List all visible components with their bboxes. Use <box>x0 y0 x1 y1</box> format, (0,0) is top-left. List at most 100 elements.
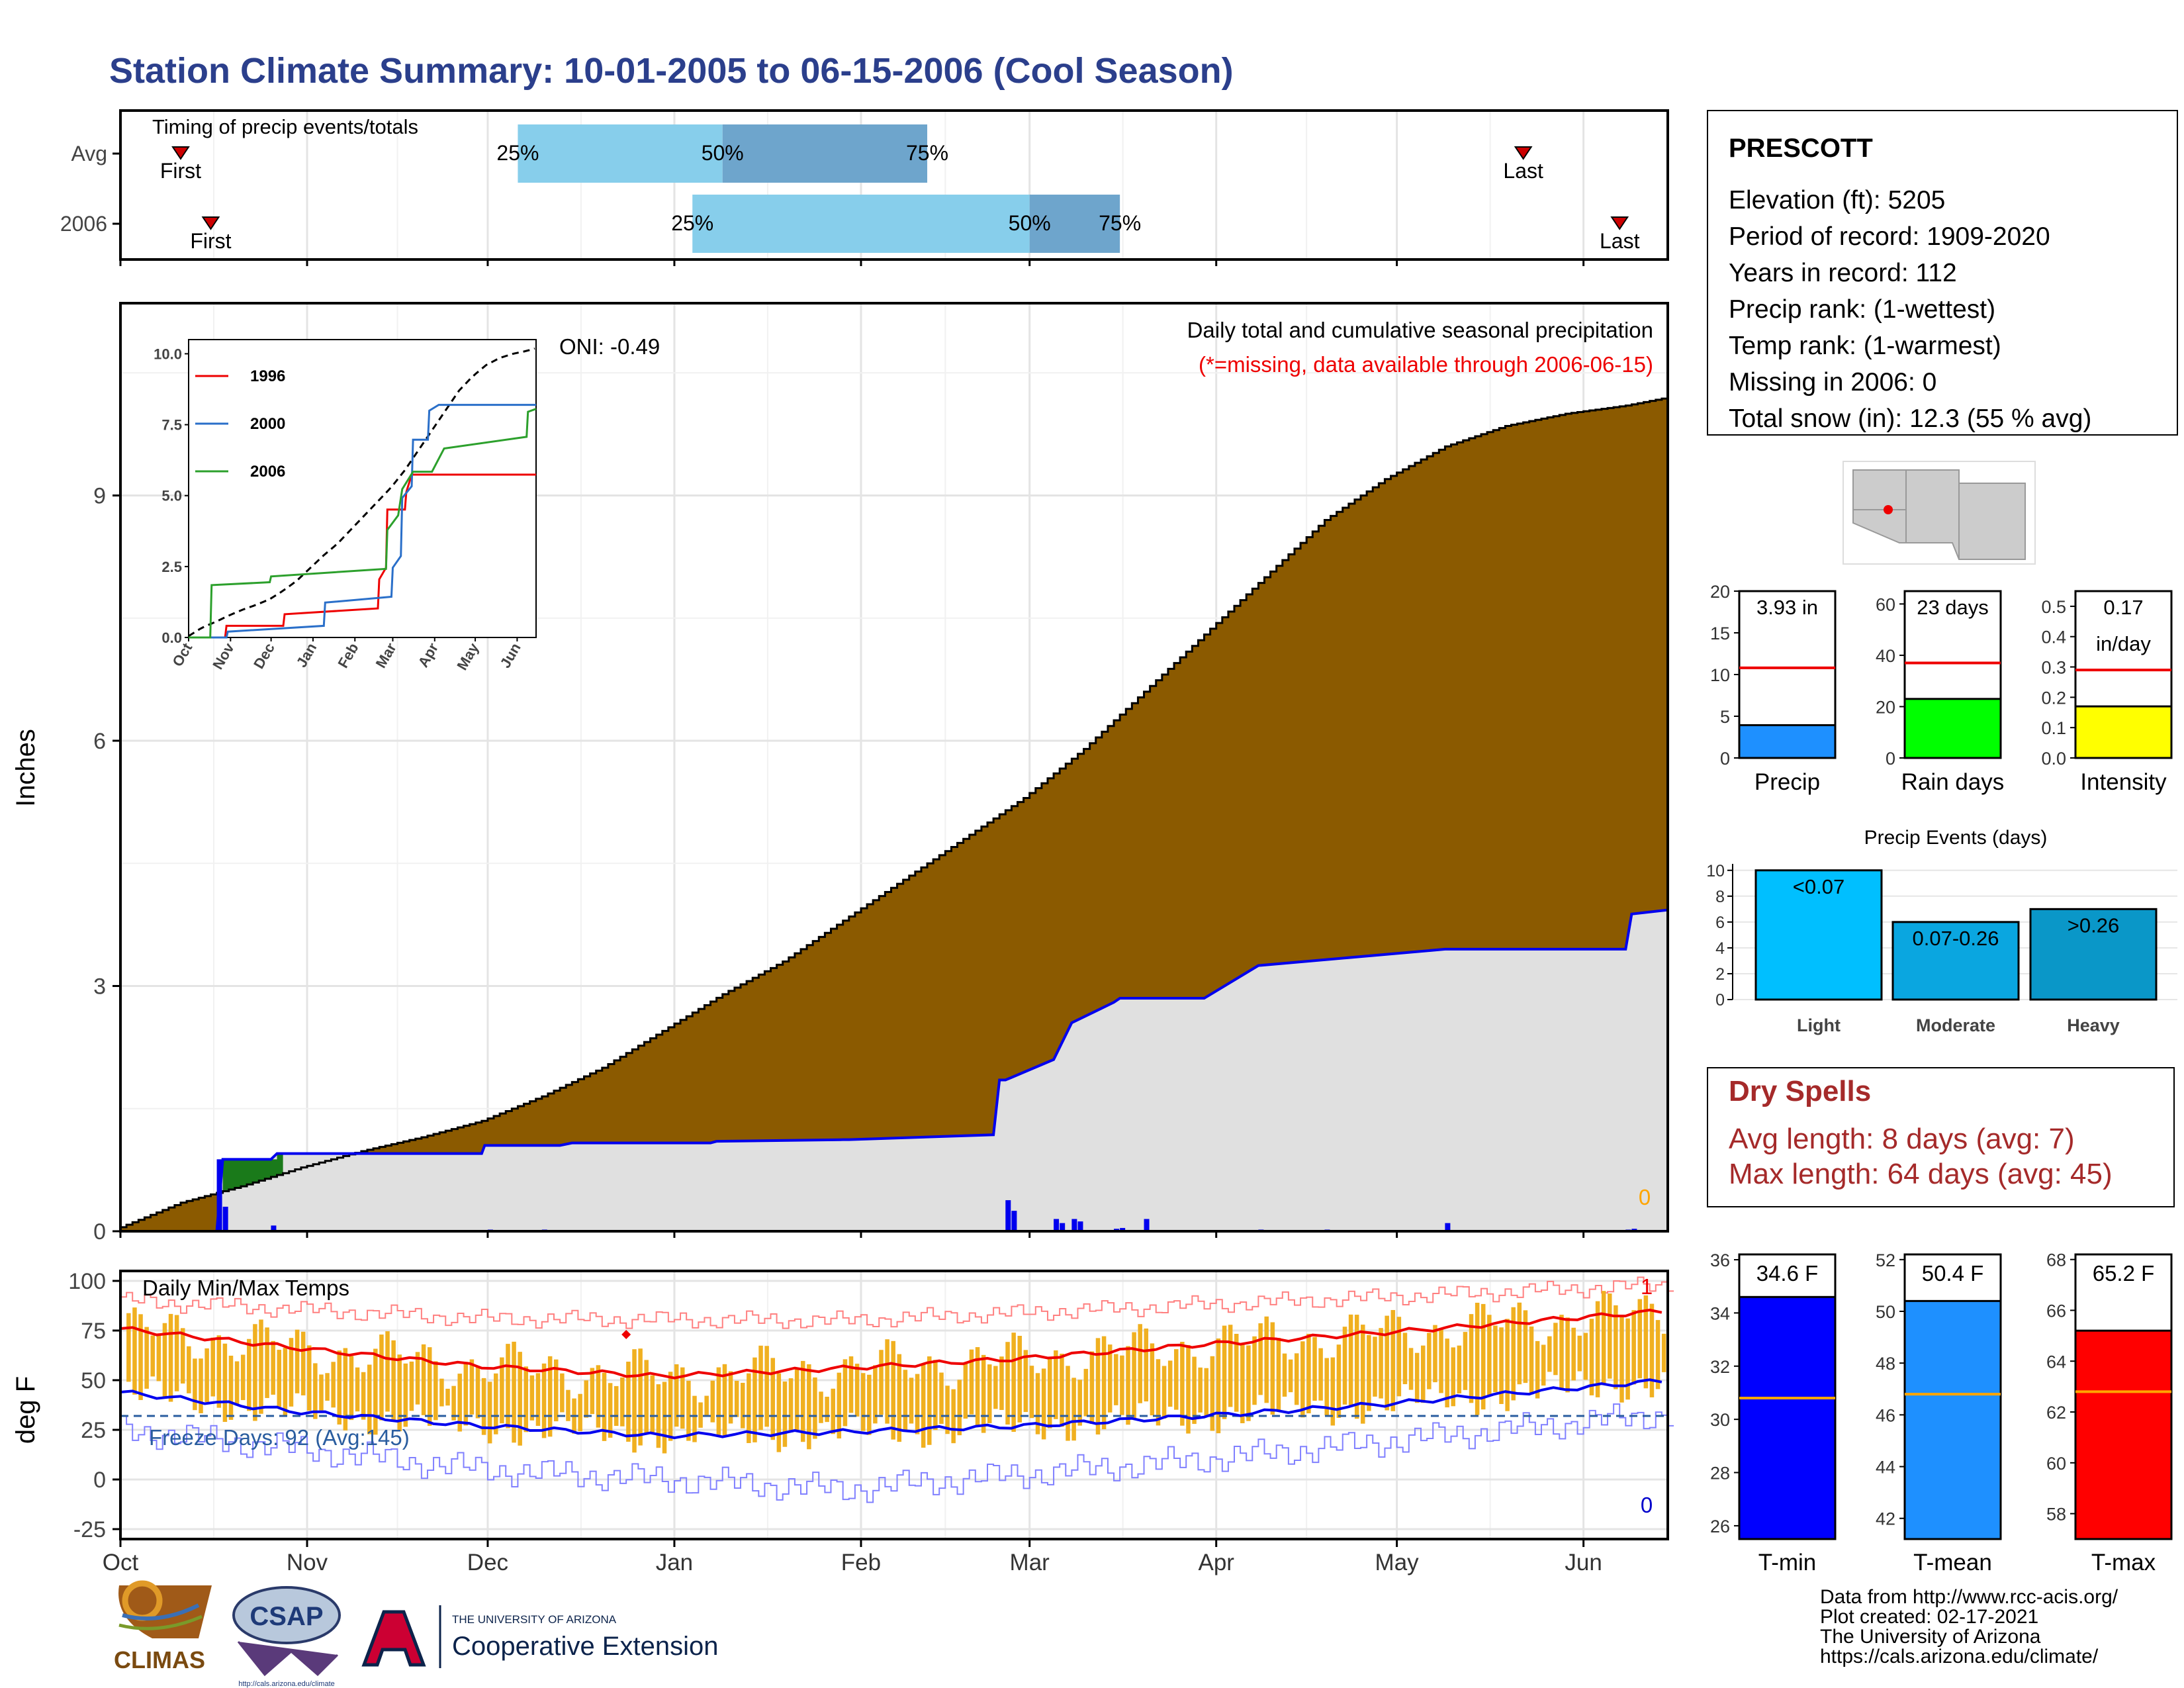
q25-label: 25% <box>671 211 713 235</box>
daily-temp-bar <box>704 1395 709 1417</box>
daily-temp-bar <box>343 1348 348 1430</box>
summary-value-label: 3.93 in <box>1756 596 1818 619</box>
temp-bar-name: T-max <box>2091 1550 2156 1575</box>
event-marker-label: First <box>160 159 201 183</box>
csap-logo: CSAP http://cals.arizona.edu/climate <box>232 1586 341 1688</box>
daily-temp-bar <box>1035 1373 1040 1434</box>
daily-temp-bar <box>1427 1333 1432 1389</box>
daily-temp-bar <box>1493 1325 1498 1393</box>
daily-temp-bar <box>1198 1367 1203 1413</box>
y-tick-label: -25 <box>73 1517 106 1542</box>
avg-max-line <box>120 1309 1662 1380</box>
daily-temp-bar <box>1336 1344 1342 1418</box>
temp-y-tick-label: 32 <box>1710 1357 1730 1377</box>
daily-temp-bar <box>1264 1316 1269 1403</box>
daily-temp-bar <box>1095 1338 1101 1435</box>
daily-temp-bar <box>1487 1315 1492 1395</box>
x-tick-label: Mar <box>1010 1550 1050 1575</box>
inset-legend-label: 1996 <box>250 367 285 385</box>
daily-temp-bar <box>289 1338 294 1407</box>
timing-label: Timing of precip events/totals <box>152 115 418 138</box>
daily-temp-bar <box>547 1356 553 1437</box>
daily-temp-bar <box>403 1363 408 1427</box>
daily-temp-bar <box>638 1348 643 1446</box>
daily-temp-bar <box>1577 1335 1582 1372</box>
temp-bar-name: T-mean <box>1913 1550 1992 1575</box>
csap-url: http://cals.arizona.edu/climate <box>238 1680 335 1688</box>
y-tick-label: 0 <box>93 1468 106 1493</box>
inset-series-line <box>189 404 536 639</box>
daily-temp-bar <box>819 1391 823 1423</box>
daily-temp-bar <box>1156 1359 1161 1426</box>
event-marker-icon <box>1514 146 1533 160</box>
daily-temp-bar <box>602 1372 607 1441</box>
inset-series-line <box>189 408 537 639</box>
missing-note: (*=missing, data available through 2006-… <box>1199 352 1653 377</box>
daily-temp-bar <box>963 1362 968 1419</box>
summary-y-tick-label: 0 <box>1886 749 1895 769</box>
footer-line: Plot created: 02-17-2021 <box>1820 1606 2038 1628</box>
daily-temp-bar <box>469 1359 475 1415</box>
temp-y-tick-label: 36 <box>1710 1250 1730 1270</box>
event-bar-value: >0.26 <box>2068 914 2119 937</box>
daily-temp-bar <box>716 1367 721 1436</box>
event-marker-icon <box>201 216 220 230</box>
temp-y-tick-label: 50 <box>1876 1302 1895 1322</box>
daily-temp-bar <box>253 1324 257 1421</box>
daily-temp-bar <box>1601 1291 1606 1385</box>
daily-temp-bar <box>1361 1325 1365 1424</box>
timing-row-label: Avg <box>71 142 107 165</box>
y-tick-label: 100 <box>68 1269 106 1294</box>
daily-temp-bar <box>1433 1325 1437 1383</box>
daily-temp-bar <box>1553 1323 1558 1376</box>
daily-temp-bar <box>1246 1345 1251 1421</box>
daily-temp-bar <box>1252 1336 1257 1405</box>
daily-temp-bar <box>1077 1380 1082 1426</box>
daily-temp-bar <box>728 1371 733 1424</box>
record-max-count: 1 <box>1641 1274 1653 1299</box>
daily-temp-bar <box>1234 1333 1239 1412</box>
daily-temp-bar <box>1541 1344 1546 1386</box>
daily-temp-bar <box>1240 1344 1245 1424</box>
daily-temp-bar <box>1661 1333 1666 1372</box>
daily-temp-bar <box>1511 1307 1516 1401</box>
event-bar-name: Light <box>1797 1015 1841 1035</box>
daily-temp-bar <box>523 1366 529 1432</box>
daily-temp-bar <box>770 1358 776 1440</box>
climas-logo: CLIMAS <box>114 1580 212 1673</box>
y-tick-label: 6 <box>93 729 106 754</box>
daily-temp-bar <box>1114 1354 1118 1405</box>
event-bar-value: <0.07 <box>1793 875 1844 898</box>
summary-y-tick-label: 0.5 <box>2041 597 2066 617</box>
daily-temp-bar <box>1017 1335 1022 1423</box>
y-tick-label: 9 <box>93 484 106 509</box>
daily-temp-bar <box>987 1364 992 1423</box>
temp-value-label: 65.2 F <box>2093 1261 2155 1286</box>
oni-label: ONI: -0.49 <box>559 334 660 359</box>
summary-y-tick-label: 5 <box>1720 707 1730 727</box>
daily-temp-bar <box>168 1313 173 1402</box>
daily-temp-bar <box>506 1344 510 1429</box>
event-bar <box>1891 921 2020 1001</box>
daily-temp-bar <box>867 1374 872 1435</box>
daily-temp-bar <box>566 1389 570 1421</box>
daily-temp-bar <box>1342 1327 1347 1405</box>
daily-temp-bar <box>741 1382 745 1429</box>
daily-temp-bar <box>764 1346 769 1427</box>
daily-temp-bar <box>180 1328 185 1384</box>
daily-temp-bar <box>1402 1333 1408 1385</box>
daily-temp-bar <box>1011 1333 1016 1432</box>
daily-temp-bar <box>1589 1319 1594 1395</box>
temp-y-tick-label: 48 <box>1876 1354 1895 1374</box>
event-bar-value: 0.07-0.26 <box>1913 927 1999 950</box>
temp-y-tick-label: 46 <box>1876 1405 1895 1425</box>
daily-temp-bar <box>494 1373 498 1434</box>
daily-temp-bar <box>873 1365 878 1424</box>
station-line: Precip rank: (1-wettest) <box>1729 295 1995 324</box>
daily-temp-bar <box>174 1315 179 1391</box>
daily-temp-bar <box>518 1352 522 1446</box>
daily-temp-bar <box>813 1377 817 1439</box>
daily-temp-bar <box>807 1364 811 1450</box>
daily-temp-bar <box>1066 1366 1070 1441</box>
